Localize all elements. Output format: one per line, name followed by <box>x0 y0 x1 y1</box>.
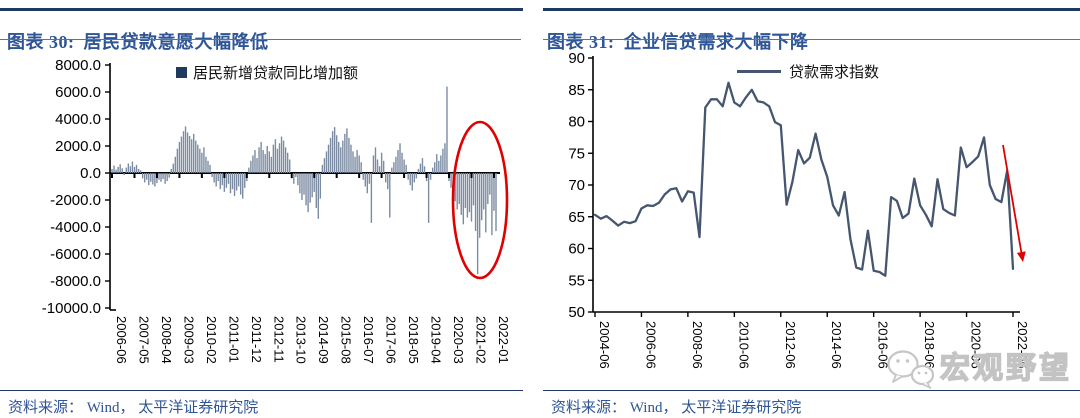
legend-label: 居民新增贷款同比增加额 <box>193 66 359 82</box>
svg-text:2021-02: 2021-02 <box>474 316 489 364</box>
svg-text:2011-12: 2011-12 <box>249 316 264 363</box>
legend-line-swatch <box>737 70 781 73</box>
svg-text:-8000.0: -8000.0 <box>50 273 101 290</box>
highlight-ellipse <box>451 120 509 280</box>
legend-resident-loans: 居民新增贷款同比增加额 <box>176 62 358 83</box>
watermark-text: 宏观野望 <box>939 351 1072 386</box>
svg-text:2018-06: 2018-06 <box>922 321 937 369</box>
legend-loan-demand: 贷款需求指数 <box>737 61 879 82</box>
svg-text:8000.0: 8000.0 <box>55 57 101 74</box>
top-border <box>0 8 523 11</box>
svg-text:6000.0: 6000.0 <box>55 84 101 101</box>
svg-text:2008-06: 2008-06 <box>690 321 705 369</box>
watermark: 宏观野望 <box>886 348 1072 390</box>
svg-text:2020-03: 2020-03 <box>451 316 466 364</box>
svg-text:-10000.0: -10000.0 <box>42 300 101 317</box>
svg-text:60: 60 <box>568 241 585 258</box>
svg-text:4000.0: 4000.0 <box>55 111 101 128</box>
svg-text:-4000.0: -4000.0 <box>50 219 101 236</box>
figure-31-chart-area: 90 85 80 75 70 65 60 55 50 2004-06 2006-06 2008-06 2… <box>540 45 1080 390</box>
loan-demand-line-chart: 90 85 80 75 70 65 60 55 50 2004-06 2006-06 2008-06 2… <box>568 50 1030 369</box>
svg-text:2015-08: 2015-08 <box>339 316 354 364</box>
svg-text:75: 75 <box>568 145 585 162</box>
figure-30-heading: 图表 30: 居民贷款意愿大幅降低 <box>7 28 269 54</box>
svg-text:2012-06: 2012-06 <box>783 321 798 369</box>
top-border <box>543 8 1080 11</box>
figure-31-heading: 图表 31: 企业信贷需求大幅下降 <box>547 28 809 54</box>
svg-text:2007-05: 2007-05 <box>137 316 152 364</box>
figure-30-label: 图表 30: <box>7 31 75 52</box>
figure-30-chart-area: 8000.0 6000.0 4000.0 2000.0 0.0 -2000.0 -4000.… <box>0 45 540 390</box>
legend-label: 贷款需求指数 <box>789 65 880 81</box>
source-note-right: 资料来源： Wind， 太平洋证券研究院 <box>543 390 1080 417</box>
svg-text:2006-06: 2006-06 <box>114 316 129 364</box>
legend-square-swatch <box>176 67 187 78</box>
loan-demand-series <box>593 81 1015 277</box>
svg-text:80: 80 <box>568 114 585 131</box>
svg-text:2004-06: 2004-06 <box>597 321 612 369</box>
title-underline <box>0 39 521 40</box>
wechat-icon <box>887 350 935 389</box>
svg-text:90: 90 <box>568 50 585 67</box>
figure-31-title: 企业信贷需求大幅下降 <box>623 31 809 52</box>
svg-text:2012-11: 2012-11 <box>271 316 286 363</box>
svg-text:2017-06: 2017-06 <box>384 316 399 364</box>
panel-figure-31: 图表 31: 企业信贷需求大幅下降 90 85 80 75 70 65 60 55 50 2004-… <box>540 0 1080 418</box>
svg-text:-2000.0: -2000.0 <box>50 192 101 209</box>
svg-text:2010-06: 2010-06 <box>736 321 751 369</box>
svg-text:2016-06: 2016-06 <box>876 321 891 369</box>
down-arrow-annotation <box>1002 144 1026 262</box>
svg-text:2009-03: 2009-03 <box>181 316 196 364</box>
svg-text:2008-04: 2008-04 <box>159 316 174 364</box>
svg-text:2019-04: 2019-04 <box>429 316 444 364</box>
bars <box>111 86 497 275</box>
svg-text:50: 50 <box>568 304 585 321</box>
svg-text:2022-01: 2022-01 <box>496 316 511 364</box>
svg-text:2006-06: 2006-06 <box>643 321 658 369</box>
figure-31-label: 图表 31: <box>547 31 615 52</box>
svg-text:2014-06: 2014-06 <box>829 321 844 369</box>
svg-text:65: 65 <box>568 209 585 226</box>
resident-loan-bar-chart: 8000.0 6000.0 4000.0 2000.0 0.0 -2000.0 -4000.… <box>42 57 511 364</box>
svg-text:2013-10: 2013-10 <box>294 316 309 364</box>
svg-text:-6000.0: -6000.0 <box>50 246 101 263</box>
svg-text:2018-05: 2018-05 <box>406 316 421 364</box>
source-note-left: 资料来源： Wind， 太平洋证券研究院 <box>0 390 523 417</box>
figure-30-title: 居民贷款意愿大幅降低 <box>83 31 269 52</box>
svg-text:70: 70 <box>568 177 585 194</box>
svg-text:2014-09: 2014-09 <box>316 316 331 364</box>
svg-text:85: 85 <box>568 82 585 99</box>
svg-text:2022-06: 2022-06 <box>1015 321 1030 369</box>
svg-text:2016-07: 2016-07 <box>361 316 376 364</box>
svg-text:2000.0: 2000.0 <box>55 138 101 155</box>
title-underline <box>543 39 1080 40</box>
svg-text:0.0: 0.0 <box>80 165 101 182</box>
bar-plot: 8000.0 6000.0 4000.0 2000.0 0.0 -2000.0 -4000.… <box>42 57 511 364</box>
svg-text:55: 55 <box>568 272 585 289</box>
svg-text:2011-01: 2011-01 <box>226 316 241 363</box>
svg-text:2020-06: 2020-06 <box>969 321 984 369</box>
line-plot: 90 85 80 75 70 65 60 55 50 2004-06 2006-06 2008-06 2… <box>568 50 1030 369</box>
panel-figure-30: 图表 30: 居民贷款意愿大幅降低 8000.0 6000.0 4000.0 2000.… <box>0 8 540 417</box>
svg-text:2010-02: 2010-02 <box>204 316 219 364</box>
